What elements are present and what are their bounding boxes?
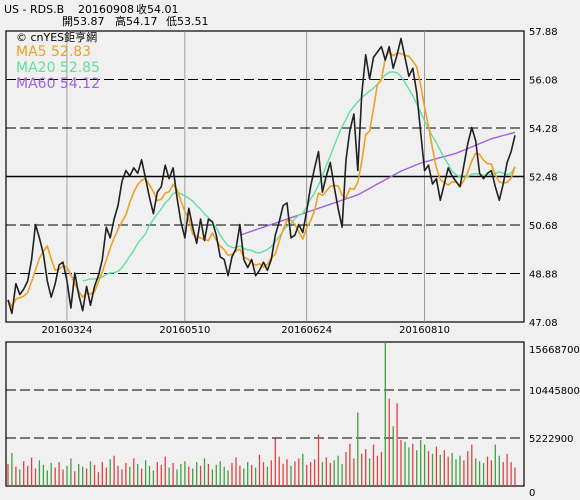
volume-y-tick-label: 0	[529, 488, 535, 499]
price-lines	[7, 37, 516, 315]
header-high: 高54.17	[115, 14, 158, 28]
header-open: 開53.87	[62, 15, 105, 28]
header-low: 低53.51	[166, 15, 209, 28]
price-y-tick-label: 52.48	[529, 173, 558, 184]
header-close: 收54.01	[136, 2, 179, 16]
price-grid	[6, 31, 524, 322]
volume-y-tick-label: 10445800	[529, 386, 580, 397]
legend-ma5: MA5 52.83	[16, 44, 91, 60]
legend-ma60: MA60 54.12	[16, 76, 100, 92]
price-x-tick-label: 20160624	[281, 325, 332, 336]
ma60-line	[239, 131, 516, 236]
header-symbol: US - RDS.B	[4, 3, 64, 16]
brand-watermark: © cnYES鉅亨網	[16, 30, 97, 44]
price-y-tick-label: 54.28	[529, 124, 558, 135]
price-x-tick-label: 20160810	[399, 325, 450, 336]
price-y-tick-label: 50.68	[529, 221, 558, 232]
price-x-tick-label: 20160324	[42, 325, 93, 336]
price-y-axis: 57.88 56.08 54.28 52.48 50.68 48.88 47.08	[529, 27, 558, 329]
close-line	[7, 37, 516, 315]
price-y-tick-label: 57.88	[529, 27, 558, 38]
header-date: 20160908	[78, 3, 134, 16]
volume-y-tick-label: 15668700	[529, 345, 580, 356]
price-y-tick-label: 56.08	[529, 76, 558, 87]
price-y-tick-label: 47.08	[529, 318, 558, 329]
price-x-tick-label: 20160510	[159, 325, 210, 336]
legend-ma20: MA20 52.85	[16, 60, 100, 76]
volume-y-axis: 15668700 10445800 5222900 0	[529, 345, 580, 499]
price-y-tick-label: 48.88	[529, 270, 558, 281]
volume-panel-frame	[5, 341, 525, 487]
ma20-line	[82, 71, 516, 282]
price-x-axis: 20160324 20160510 20160624 20160810	[42, 325, 451, 336]
volume-bars	[7, 342, 516, 486]
volume-grid	[6, 389, 524, 439]
volume-y-tick-label: 5222900	[529, 434, 574, 445]
